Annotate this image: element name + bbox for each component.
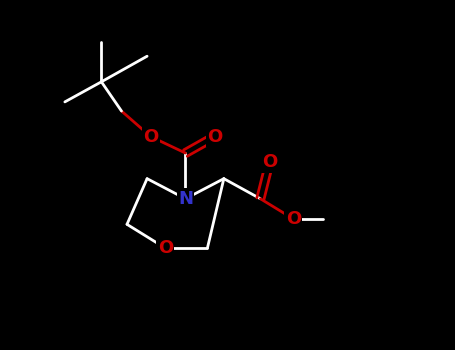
Text: O: O — [143, 128, 158, 146]
Text: O: O — [158, 239, 173, 257]
Text: O: O — [286, 210, 301, 228]
Text: O: O — [262, 153, 277, 171]
Text: N: N — [178, 190, 193, 208]
Text: O: O — [207, 128, 222, 146]
